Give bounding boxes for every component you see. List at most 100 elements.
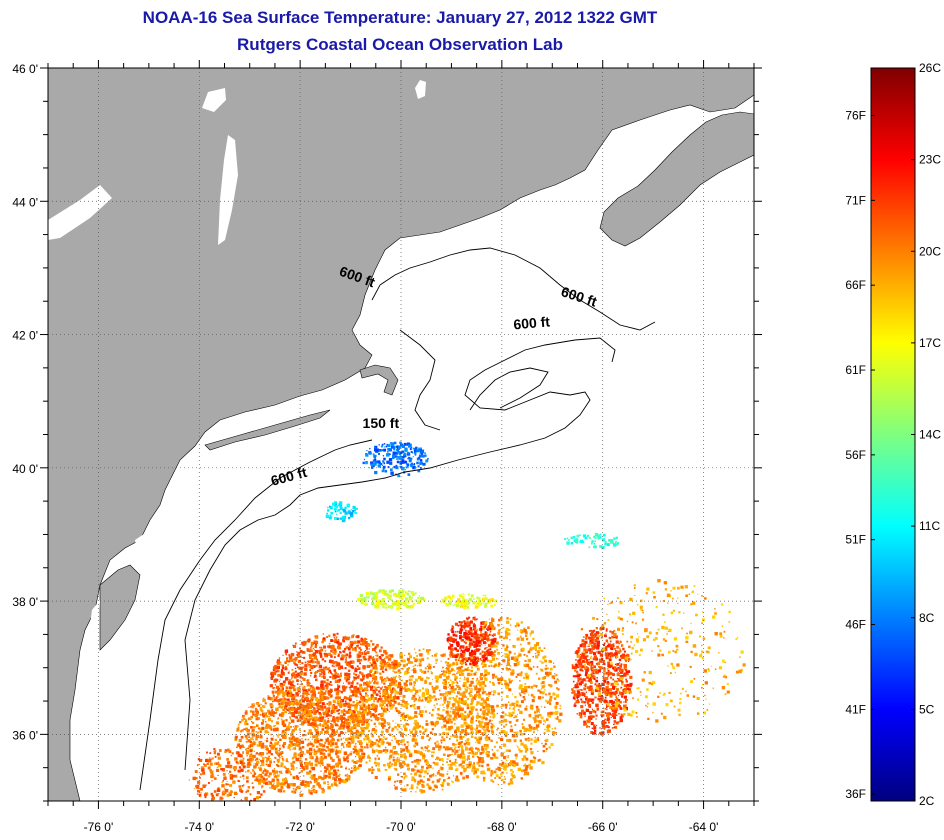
sst-pixel [380, 713, 384, 717]
sst-pixel [412, 686, 415, 689]
sst-pixel [467, 666, 469, 669]
sst-pixel [331, 723, 334, 727]
sst-pixel [370, 688, 373, 691]
sst-pixel [381, 443, 384, 446]
sst-pixel [433, 732, 437, 736]
sst-pixel [347, 647, 350, 650]
sst-pixel [264, 718, 266, 720]
sst-pixel [519, 739, 522, 742]
sst-pixel [332, 662, 335, 665]
sst-pixel [485, 708, 487, 711]
sst-pixel [414, 697, 417, 701]
sst-pixel [376, 604, 380, 608]
sst-pixel [334, 769, 337, 772]
sst-pixel [384, 769, 386, 771]
sst-pixel [331, 718, 336, 722]
sst-pixel [408, 753, 413, 758]
sst-pixel [407, 703, 410, 705]
sst-pixel [356, 766, 360, 770]
sst-pixel [308, 747, 313, 752]
sst-pixel [384, 664, 388, 668]
sst-pixel [286, 725, 290, 729]
sst-pixel [394, 710, 396, 712]
sst-pixel [507, 660, 510, 664]
sst-pixel [374, 460, 378, 464]
sst-pixel [277, 717, 280, 719]
sst-pixel [374, 687, 377, 690]
sst-pixel [409, 675, 412, 678]
sst-pixel [329, 506, 333, 510]
sst-pixel [384, 678, 386, 680]
sst-pixel [300, 751, 304, 755]
sst-pixel [556, 678, 559, 681]
sst-pixel [380, 654, 384, 657]
sst-pixel [327, 506, 329, 509]
sst-pixel [386, 741, 389, 744]
sst-pixel [285, 767, 287, 770]
sst-pixel [365, 761, 368, 764]
sst-pixel [552, 692, 556, 696]
sst-pixel [313, 708, 317, 712]
sst-pixel [281, 757, 284, 760]
sst-pixel [308, 693, 310, 695]
sst-pixel [493, 745, 496, 748]
sst-pixel [379, 695, 382, 698]
sst-pixel [357, 667, 361, 670]
sst-pixel [279, 688, 281, 690]
sst-pixel [413, 656, 416, 660]
sst-pixel [313, 788, 316, 792]
sst-pixel [486, 734, 488, 737]
sst-pixel [392, 746, 395, 750]
sst-pixel [504, 778, 506, 780]
sst-pixel [288, 737, 291, 739]
sst-pixel [285, 777, 287, 779]
moosehead-lake [415, 80, 426, 99]
sst-pixel [487, 599, 491, 603]
sst-pixel [260, 752, 265, 756]
sst-pixel [375, 693, 379, 697]
sst-pixel [382, 654, 384, 656]
sst-pixel [462, 729, 466, 733]
sst-pixel [306, 783, 310, 787]
sst-pixel [405, 746, 409, 749]
sst-pixel [267, 696, 271, 700]
sst-pixel [363, 727, 365, 729]
sst-pixels [188, 441, 746, 801]
sst-pixel [413, 744, 416, 748]
sst-pixel [532, 731, 535, 734]
sst-pixel [256, 732, 258, 734]
sst-pixel [519, 635, 522, 638]
sst-pixel [413, 669, 417, 674]
sst-pixel [401, 739, 405, 743]
sst-pixel [504, 655, 507, 658]
sst-pixel [314, 645, 317, 649]
sst-pixel [339, 507, 343, 510]
sst-pixel [422, 732, 425, 735]
sst-pixel [494, 650, 496, 653]
sst-pixel [434, 699, 436, 701]
sst-pixel [330, 511, 334, 515]
sst-pixel [239, 721, 242, 724]
sst-pixel [479, 737, 482, 741]
sst-pixel [476, 712, 479, 715]
sst-pixel [330, 735, 332, 737]
sst-pixel [391, 763, 393, 766]
sst-pixel [484, 602, 488, 606]
sst-pixel [294, 707, 296, 709]
sst-pixel [275, 685, 280, 689]
sst-pixel [399, 757, 401, 759]
sst-pixel [544, 706, 546, 708]
sst-pixel [441, 673, 444, 676]
sst-pixel [292, 644, 297, 648]
sst-pixel [558, 680, 560, 682]
sst-pixel [332, 716, 335, 719]
sst-pixel [462, 669, 465, 672]
sst-pixel [399, 441, 402, 445]
sst-pixel [409, 705, 412, 708]
sst-pixel [424, 452, 426, 454]
sst-pixel [373, 722, 376, 725]
sst-pixel [246, 758, 250, 762]
sst-pixel [359, 708, 361, 711]
sst-pixel [410, 450, 413, 453]
sst-pixel [407, 601, 410, 604]
